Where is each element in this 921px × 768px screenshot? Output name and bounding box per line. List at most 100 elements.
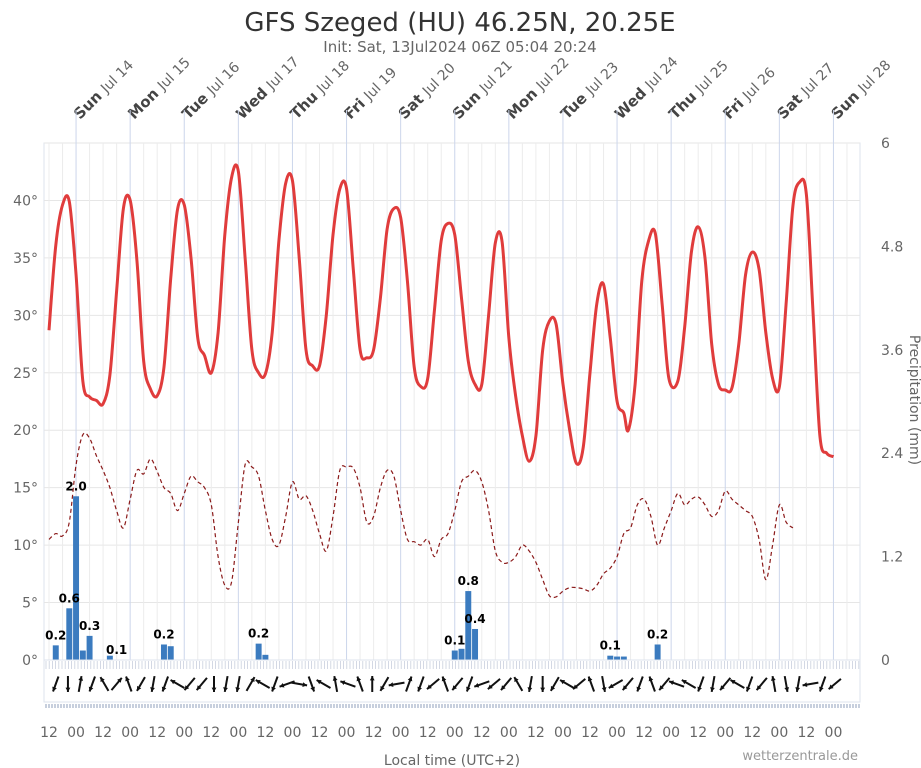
wind-arrow — [487, 678, 501, 690]
bottom-dot — [699, 704, 701, 708]
bottom-dot — [291, 704, 293, 708]
right-axis: 0 1.2 2.4 3.6 4.8 6 — [881, 136, 903, 669]
bottom-dot — [237, 704, 239, 708]
bottom-dot — [198, 704, 200, 708]
chart-subtitle: Init: Sat, 13Jul2024 06Z 05:04 20:24 — [323, 38, 596, 56]
bottom-dot — [396, 704, 398, 708]
wind-arrow-head — [441, 676, 447, 682]
wind-arrow-head — [388, 682, 394, 687]
wind-arrow-head — [52, 686, 57, 692]
bottom-dot — [792, 704, 794, 708]
wind-arrow-head — [125, 676, 130, 682]
bottom-dot — [324, 704, 326, 708]
bottom-dot — [417, 704, 419, 708]
bottom-dot — [738, 704, 740, 708]
bottom-dot — [96, 704, 98, 708]
bottom-dot — [642, 704, 644, 708]
bottom-dot — [531, 704, 533, 708]
wind-arrow-head — [271, 686, 276, 692]
wind-arrow-head — [784, 687, 790, 692]
bottom-dot — [525, 704, 527, 708]
wind-arrow — [356, 676, 364, 692]
wind-arrow-head — [501, 685, 506, 691]
bottom-dot — [180, 704, 182, 708]
bottom-dot — [780, 704, 782, 708]
wind-arrow-head — [560, 680, 566, 685]
x-tick-label: 12 — [797, 725, 815, 741]
wind-arrow-head — [466, 686, 471, 692]
bottom-dot — [93, 704, 95, 708]
wind-arrow-head — [255, 680, 261, 685]
bottom-dot — [843, 704, 845, 708]
precipitation-bar — [620, 656, 627, 660]
x-tick-label: 12 — [365, 725, 383, 741]
x-tick-label: 12 — [311, 725, 329, 741]
bottom-dot — [612, 704, 614, 708]
wind-arrow-head — [196, 685, 202, 691]
bottom-dot — [618, 704, 620, 708]
bottom-dot — [627, 704, 629, 708]
wind-arrow — [388, 681, 405, 687]
bottom-dot — [831, 704, 833, 708]
bottom-dot — [576, 704, 578, 708]
wind-arrow-head — [235, 687, 241, 692]
bottom-dot — [405, 704, 407, 708]
day-date: Jul 24 — [642, 54, 682, 94]
x-tick-label: 00 — [554, 725, 572, 741]
bottom-dot — [369, 704, 371, 708]
wind-arrow — [161, 676, 169, 692]
bottom-dot — [564, 704, 566, 708]
precipitation-label: 2.0 — [65, 479, 86, 493]
bottom-dot — [69, 704, 71, 708]
wind-arrow-head — [223, 687, 228, 692]
day-date: Jul 18 — [313, 58, 353, 98]
precipitation-label: 0.1 — [600, 639, 621, 653]
bottom-dot — [795, 704, 797, 708]
bottom-dot — [384, 704, 386, 708]
bottom-dot — [711, 704, 713, 708]
bottom-dot — [813, 704, 815, 708]
bottom-dot — [402, 704, 404, 708]
bottom-dot — [204, 704, 206, 708]
day-date: Jul 28 — [855, 57, 895, 97]
wind-arrow-head — [88, 686, 94, 692]
wind-arrow — [608, 679, 624, 689]
wind-arrow — [559, 679, 575, 689]
right-axis-label: Precipitation (mm) — [906, 335, 921, 465]
x-tick-label: 12 — [94, 725, 112, 741]
bottom-dot — [633, 704, 635, 708]
bottom-dot — [855, 704, 857, 708]
wind-arrow — [783, 675, 790, 693]
bottom-dot — [501, 704, 503, 708]
bottom-dot — [519, 704, 521, 708]
bottom-dot — [285, 704, 287, 708]
bottom-dot — [333, 704, 335, 708]
wind-arrow — [183, 677, 196, 691]
bottom-dot — [465, 704, 467, 708]
wind-arrow-head — [407, 676, 413, 682]
bottom-dot — [621, 704, 623, 708]
wind-arrow — [795, 675, 801, 693]
left-axis: 0° 5° 10° 15° 20° 25° 30° 35° 40° — [13, 193, 38, 669]
bottom-dot — [639, 704, 641, 708]
bottom-dot — [141, 704, 143, 708]
wind-arrow — [271, 676, 279, 692]
precipitation-bar — [614, 656, 621, 660]
bottom-dot — [321, 704, 323, 708]
bottom-dot — [768, 704, 770, 708]
bottom-dot — [471, 704, 473, 708]
bottom-dot — [579, 704, 581, 708]
grid — [43, 110, 861, 661]
x-tick-label: 12 — [581, 725, 599, 741]
bottom-dot — [150, 704, 152, 708]
x-tick-label: 12 — [473, 725, 491, 741]
day-label: Sat Jul 27 — [773, 59, 837, 123]
wind-arrow-head — [170, 680, 176, 685]
wind-arrow-head — [211, 687, 217, 692]
bottom-dot — [558, 704, 560, 708]
bottom-dot — [366, 704, 368, 708]
x-tick-label: 00 — [446, 725, 464, 741]
bottom-dot — [648, 704, 650, 708]
bottom-dot — [660, 704, 662, 708]
left-axis-tick: 35° — [13, 251, 38, 267]
